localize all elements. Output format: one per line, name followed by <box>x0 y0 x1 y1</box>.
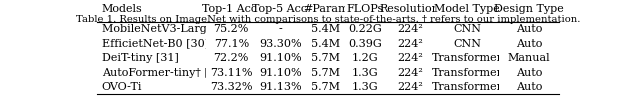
Text: Table 1. Results on ImageNet with comparisons to state-of-the-arts. † refers to : Table 1. Results on ImageNet with compar… <box>76 15 580 24</box>
